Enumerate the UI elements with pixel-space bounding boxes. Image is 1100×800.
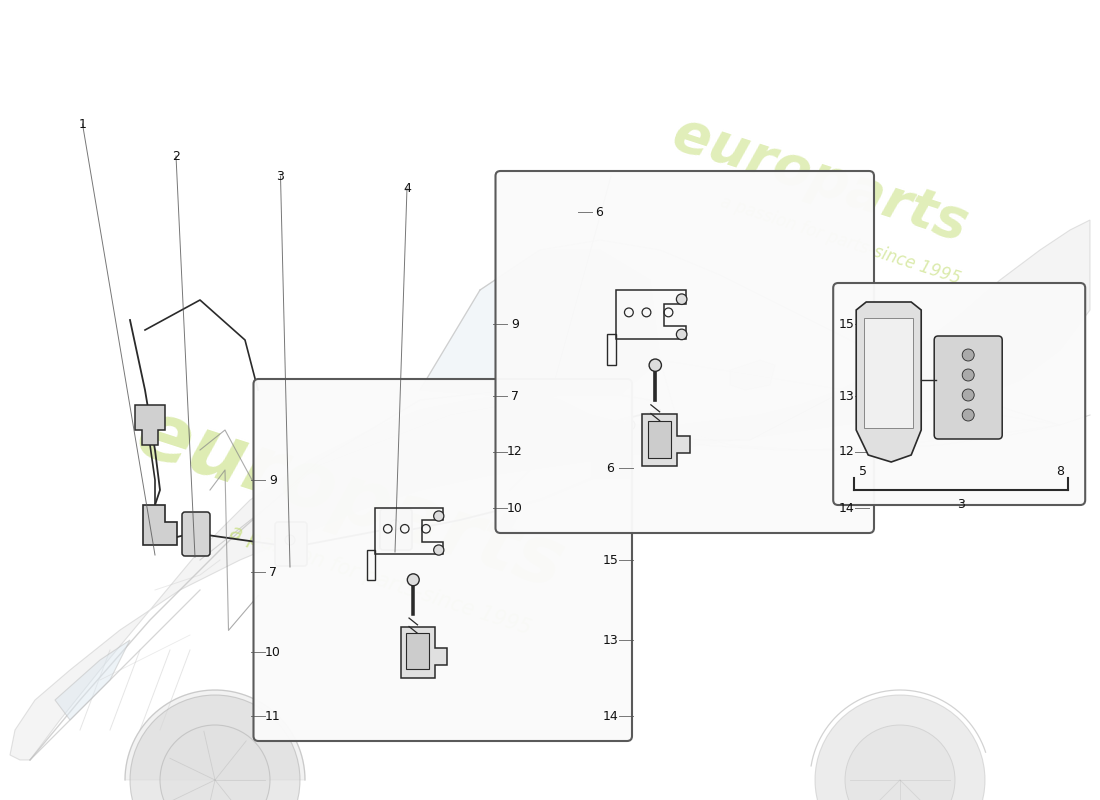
Circle shape [433,545,444,555]
Text: 9: 9 [510,318,519,330]
Circle shape [285,535,295,545]
Text: 10: 10 [265,646,280,658]
FancyBboxPatch shape [833,283,1086,505]
Circle shape [962,409,975,421]
Text: 11: 11 [265,710,280,722]
Circle shape [962,369,975,381]
Circle shape [962,349,975,361]
Circle shape [625,420,635,430]
Text: 3: 3 [276,170,285,182]
Text: europarts: europarts [666,107,975,253]
Text: 15: 15 [603,554,618,566]
Polygon shape [400,626,448,678]
FancyBboxPatch shape [934,336,1002,439]
Circle shape [962,389,975,401]
Polygon shape [730,360,776,390]
Text: 3: 3 [957,498,965,511]
Circle shape [433,511,444,521]
Text: 6: 6 [595,206,604,218]
Polygon shape [420,250,660,395]
Text: 12: 12 [839,446,855,458]
Circle shape [845,725,955,800]
Polygon shape [10,220,1090,760]
FancyBboxPatch shape [379,509,412,550]
Text: 1: 1 [78,118,87,130]
Text: a passion for parts-since 1995: a passion for parts-since 1995 [227,522,534,638]
Polygon shape [648,421,671,458]
FancyBboxPatch shape [253,379,632,741]
Text: a passion for parts-since 1995: a passion for parts-since 1995 [717,193,962,287]
Text: 13: 13 [603,634,618,646]
Text: 8: 8 [1056,465,1064,478]
Polygon shape [865,318,913,428]
Text: 6: 6 [606,462,615,474]
Circle shape [676,329,686,340]
Circle shape [815,695,984,800]
Circle shape [390,520,400,530]
Text: 7: 7 [268,566,277,578]
Text: 13: 13 [839,390,855,402]
Text: 9: 9 [268,474,277,486]
Circle shape [676,294,686,305]
Text: 12: 12 [507,446,522,458]
Text: 14: 14 [603,710,618,722]
FancyBboxPatch shape [182,512,210,556]
Polygon shape [407,634,429,669]
FancyBboxPatch shape [495,171,874,533]
Text: 5: 5 [859,465,867,478]
Text: 10: 10 [507,502,522,514]
FancyBboxPatch shape [275,522,307,566]
Text: 7: 7 [510,390,519,402]
Circle shape [130,695,300,800]
Text: europarts: europarts [126,394,574,606]
Polygon shape [856,302,921,462]
Circle shape [407,574,419,586]
Polygon shape [125,690,305,780]
Circle shape [160,725,270,800]
FancyBboxPatch shape [592,427,630,478]
Text: 15: 15 [839,318,855,330]
Polygon shape [135,405,165,445]
Circle shape [649,359,661,371]
Text: 14: 14 [839,502,855,514]
Circle shape [604,439,616,451]
Polygon shape [55,640,130,720]
Polygon shape [642,414,691,466]
Text: 4: 4 [403,182,411,194]
Polygon shape [143,505,177,545]
Text: 2: 2 [172,150,180,162]
